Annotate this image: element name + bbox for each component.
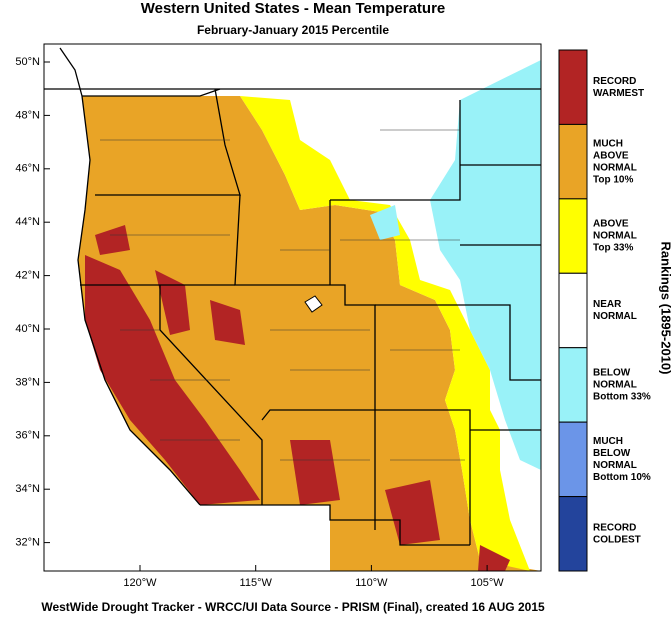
legend-swatch [558,123,588,200]
lon-label: 120°W [123,577,157,589]
legend-label: Bottom 33% [593,392,651,403]
legend-swatch [558,198,588,274]
legend-swatch [558,49,588,125]
title: Western United States - Mean Temperature [141,0,446,17]
legend-label: NORMAL [593,231,637,242]
lat-label: 50°N [15,56,40,68]
above-normal-band [240,96,530,571]
lon-label: 105°W [471,577,505,589]
lat-label: 48°N [15,109,40,121]
legend-label: Top 33% [593,243,633,254]
borders [44,47,541,546]
map-frame [43,43,542,572]
lat-label: 38°N [15,376,40,388]
lat-label: 32°N [15,537,40,549]
legend-label: RECORD [593,522,636,533]
lat-label: 42°N [15,270,40,282]
lat-label: 44°N [15,216,40,228]
legend-label: MUCH [593,138,623,149]
legend-label: ABOVE [593,219,629,230]
legend-label: NEAR [593,299,622,310]
legend-label: MUCH [593,436,623,447]
subtitle: February-January 2015 Percentile [197,23,389,37]
lat-label: 34°N [15,483,40,495]
legend-label: NORMAL [593,460,637,471]
legend-label: NORMAL [593,311,637,322]
legend-label: ABOVE [593,150,629,161]
legend-label: RECORD [593,76,636,87]
lat-label: 46°N [15,163,40,175]
legend-label: NORMAL [593,380,637,391]
lat-label: 36°N [15,430,40,442]
legend-label: COLDEST [593,534,641,545]
footer: WestWide Drought Tracker - WRCC/UI Data … [41,600,545,614]
legend-swatch [558,421,588,498]
legend-label: BELOW [593,368,631,379]
legend-swatch [558,347,588,423]
lon-label: 110°W [355,577,388,589]
below-normal-region [430,60,541,470]
legend-label: WARMEST [593,88,644,99]
legend-label: Top 10% [593,174,633,185]
legend-title: Rankings (1895-2010) [659,242,672,375]
lon-label: 115°W [240,577,273,589]
lat-label: 40°N [15,323,40,335]
legend-label: BELOW [593,448,631,459]
legend-label: Bottom 10% [593,472,651,483]
great-salt-lake [304,295,323,313]
below-normal-region [370,205,400,240]
legend-label: NORMAL [593,162,637,173]
map [44,44,541,571]
legend-swatch [558,272,588,349]
legend-swatch [558,496,588,572]
